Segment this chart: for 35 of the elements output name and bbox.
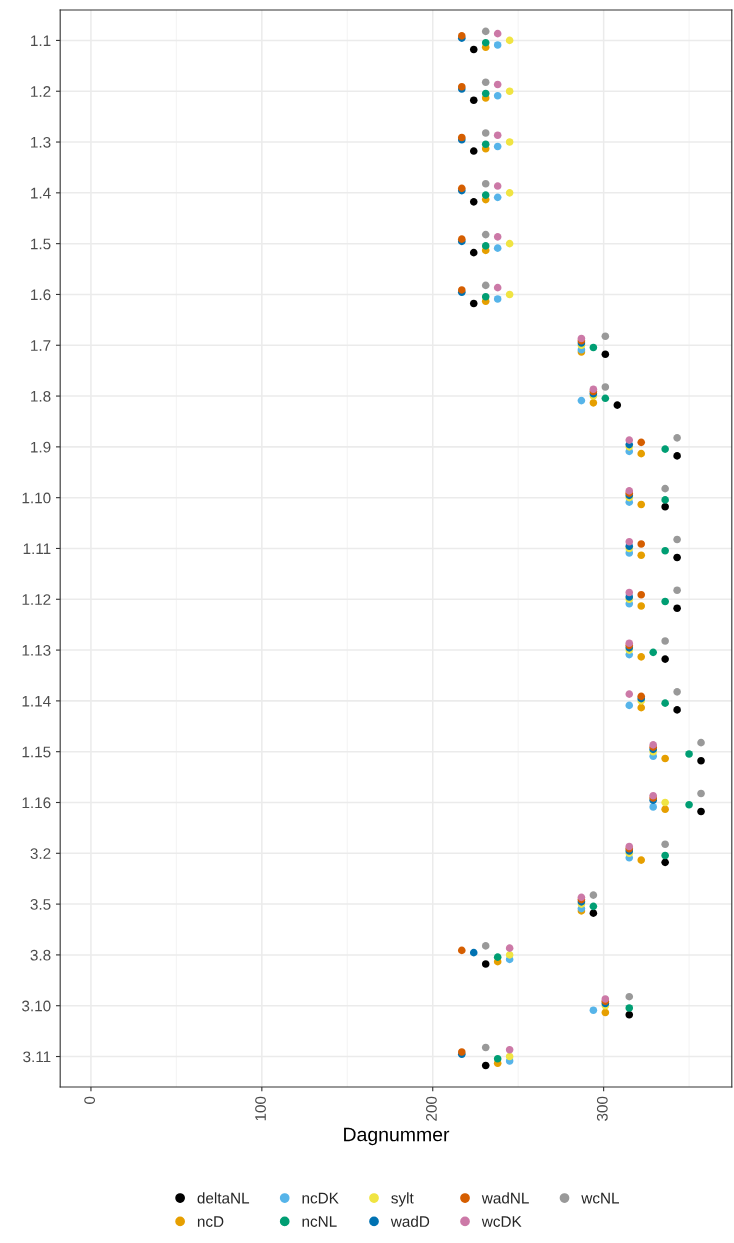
y-tick-label: 1.14 bbox=[22, 695, 51, 707]
y-tick-label: 1.15 bbox=[22, 746, 51, 758]
y-tick-label: 1.6 bbox=[31, 289, 51, 301]
y-tick-label: 1.2 bbox=[31, 86, 51, 97]
y-tick-label: 1.3 bbox=[31, 136, 51, 148]
legend-label: wcDK bbox=[481, 1216, 522, 1227]
x-tick-label: 200 bbox=[426, 1096, 437, 1121]
legend-label: deltaNL bbox=[197, 1192, 250, 1204]
y-tick-label: 3.11 bbox=[23, 1051, 51, 1063]
x-tick-label: 0 bbox=[84, 1096, 96, 1104]
legend-label: sylt bbox=[391, 1192, 414, 1207]
y-tick-label: 3.5 bbox=[30, 898, 51, 910]
y-tick-label: 1.12 bbox=[22, 594, 51, 605]
y-tick-label: 3.8 bbox=[30, 949, 51, 961]
legend-label: ncNL bbox=[302, 1216, 337, 1227]
legend-label: wadNL bbox=[481, 1192, 529, 1204]
legend-label: wadD bbox=[390, 1215, 430, 1227]
y-tick-label: 1.4 bbox=[31, 187, 51, 199]
x-axis-title: Dagnummer bbox=[344, 1127, 450, 1146]
y-tick-label: 1.10 bbox=[22, 492, 51, 504]
legend-label: ncD bbox=[197, 1216, 224, 1227]
y-tick-label: 1.5 bbox=[31, 238, 51, 250]
y-tick-label: 1.13 bbox=[22, 644, 51, 656]
y-tick-label: 1.8 bbox=[31, 390, 51, 402]
y-tick-label: 1.1 bbox=[31, 35, 51, 46]
x-tick-label: 100 bbox=[255, 1096, 266, 1121]
y-tick-label: 1.7 bbox=[31, 340, 51, 351]
y-tick-label: 1.16 bbox=[22, 797, 51, 809]
x-tick-label: 300 bbox=[596, 1096, 608, 1121]
legend-label: wcNL bbox=[581, 1192, 620, 1204]
y-tick-label: 1.11 bbox=[23, 543, 51, 555]
y-tick-label: 3.2 bbox=[30, 848, 51, 859]
y-tick-label: 1.9 bbox=[31, 441, 51, 453]
legend-label: ncDK bbox=[302, 1192, 339, 1204]
y-tick-label: 3.10 bbox=[22, 1000, 51, 1012]
